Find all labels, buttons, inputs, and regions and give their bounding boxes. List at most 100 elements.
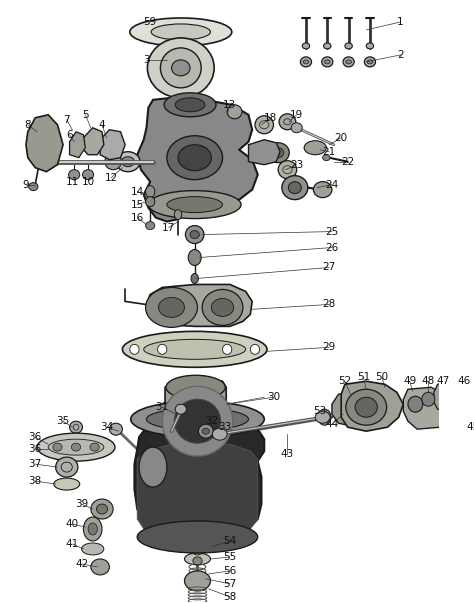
Ellipse shape	[91, 499, 113, 519]
Text: 14: 14	[131, 187, 144, 197]
Ellipse shape	[72, 443, 81, 451]
Text: 19: 19	[290, 110, 303, 120]
Ellipse shape	[345, 43, 352, 49]
Ellipse shape	[366, 43, 374, 49]
Ellipse shape	[186, 539, 209, 555]
Text: 21: 21	[322, 147, 336, 157]
Text: 28: 28	[322, 300, 336, 309]
Text: 50: 50	[375, 372, 389, 382]
Text: 55: 55	[223, 552, 237, 562]
Text: 10: 10	[82, 177, 95, 187]
Text: 6: 6	[66, 130, 73, 140]
Text: 35: 35	[56, 416, 70, 426]
Ellipse shape	[88, 523, 97, 535]
Text: 59: 59	[144, 17, 157, 27]
Ellipse shape	[303, 60, 309, 64]
Ellipse shape	[301, 57, 311, 67]
Ellipse shape	[151, 24, 210, 40]
Ellipse shape	[177, 390, 214, 419]
Ellipse shape	[158, 344, 167, 355]
Ellipse shape	[174, 399, 221, 443]
Ellipse shape	[116, 152, 140, 172]
Text: 7: 7	[64, 115, 70, 125]
Text: 48: 48	[422, 376, 435, 387]
Ellipse shape	[121, 157, 135, 166]
Ellipse shape	[227, 105, 242, 119]
Polygon shape	[332, 391, 378, 427]
Ellipse shape	[164, 93, 216, 117]
Text: 33: 33	[218, 422, 231, 432]
Text: 38: 38	[28, 476, 42, 486]
Polygon shape	[100, 130, 125, 160]
Ellipse shape	[90, 443, 99, 451]
Ellipse shape	[167, 197, 222, 213]
Ellipse shape	[144, 339, 246, 359]
Ellipse shape	[211, 298, 234, 317]
Polygon shape	[165, 377, 226, 426]
Ellipse shape	[343, 57, 354, 67]
Text: 25: 25	[325, 227, 338, 236]
Ellipse shape	[82, 169, 94, 180]
Text: 37: 37	[28, 459, 42, 469]
Text: 23: 23	[290, 160, 303, 169]
Ellipse shape	[318, 409, 331, 425]
Ellipse shape	[146, 288, 198, 327]
Text: 12: 12	[105, 172, 118, 183]
Text: 1: 1	[397, 17, 404, 27]
Ellipse shape	[291, 123, 302, 133]
Polygon shape	[26, 115, 63, 172]
Polygon shape	[341, 381, 403, 431]
Ellipse shape	[146, 186, 155, 198]
Ellipse shape	[185, 226, 204, 244]
Ellipse shape	[166, 414, 225, 434]
Text: 8: 8	[25, 120, 31, 130]
Text: 9: 9	[23, 180, 29, 190]
Ellipse shape	[315, 411, 330, 423]
Ellipse shape	[250, 344, 260, 355]
Text: 56: 56	[223, 566, 237, 576]
Ellipse shape	[190, 230, 200, 239]
Ellipse shape	[172, 60, 190, 76]
Polygon shape	[248, 140, 280, 165]
Text: 22: 22	[341, 157, 354, 166]
Ellipse shape	[282, 175, 308, 200]
Polygon shape	[70, 131, 85, 158]
Text: 24: 24	[325, 180, 338, 190]
Ellipse shape	[91, 559, 109, 575]
Ellipse shape	[191, 274, 199, 283]
Ellipse shape	[322, 57, 333, 67]
Text: 4: 4	[99, 120, 105, 130]
Ellipse shape	[109, 423, 122, 435]
Ellipse shape	[131, 401, 264, 437]
Ellipse shape	[37, 433, 115, 461]
Ellipse shape	[104, 139, 118, 155]
Text: 20: 20	[335, 133, 348, 143]
Text: 2: 2	[397, 50, 404, 60]
Ellipse shape	[29, 183, 38, 191]
Polygon shape	[137, 444, 258, 537]
Ellipse shape	[193, 557, 202, 565]
Ellipse shape	[178, 145, 211, 171]
Ellipse shape	[147, 38, 214, 98]
Ellipse shape	[166, 375, 225, 399]
Text: 15: 15	[131, 200, 144, 210]
Ellipse shape	[199, 424, 213, 438]
Polygon shape	[146, 285, 252, 326]
Text: 39: 39	[75, 499, 88, 509]
Ellipse shape	[37, 137, 52, 153]
Ellipse shape	[323, 155, 330, 160]
Ellipse shape	[137, 521, 258, 553]
Text: 47: 47	[437, 376, 450, 387]
Ellipse shape	[442, 391, 454, 403]
Text: 57: 57	[223, 579, 237, 589]
Ellipse shape	[105, 154, 121, 169]
Text: 31: 31	[155, 402, 169, 412]
Polygon shape	[434, 382, 464, 412]
Ellipse shape	[279, 114, 296, 130]
Text: 30: 30	[267, 392, 280, 402]
Text: 18: 18	[264, 113, 277, 123]
Text: 51: 51	[357, 372, 370, 382]
Ellipse shape	[162, 387, 233, 456]
Ellipse shape	[304, 140, 327, 155]
Ellipse shape	[146, 197, 155, 207]
